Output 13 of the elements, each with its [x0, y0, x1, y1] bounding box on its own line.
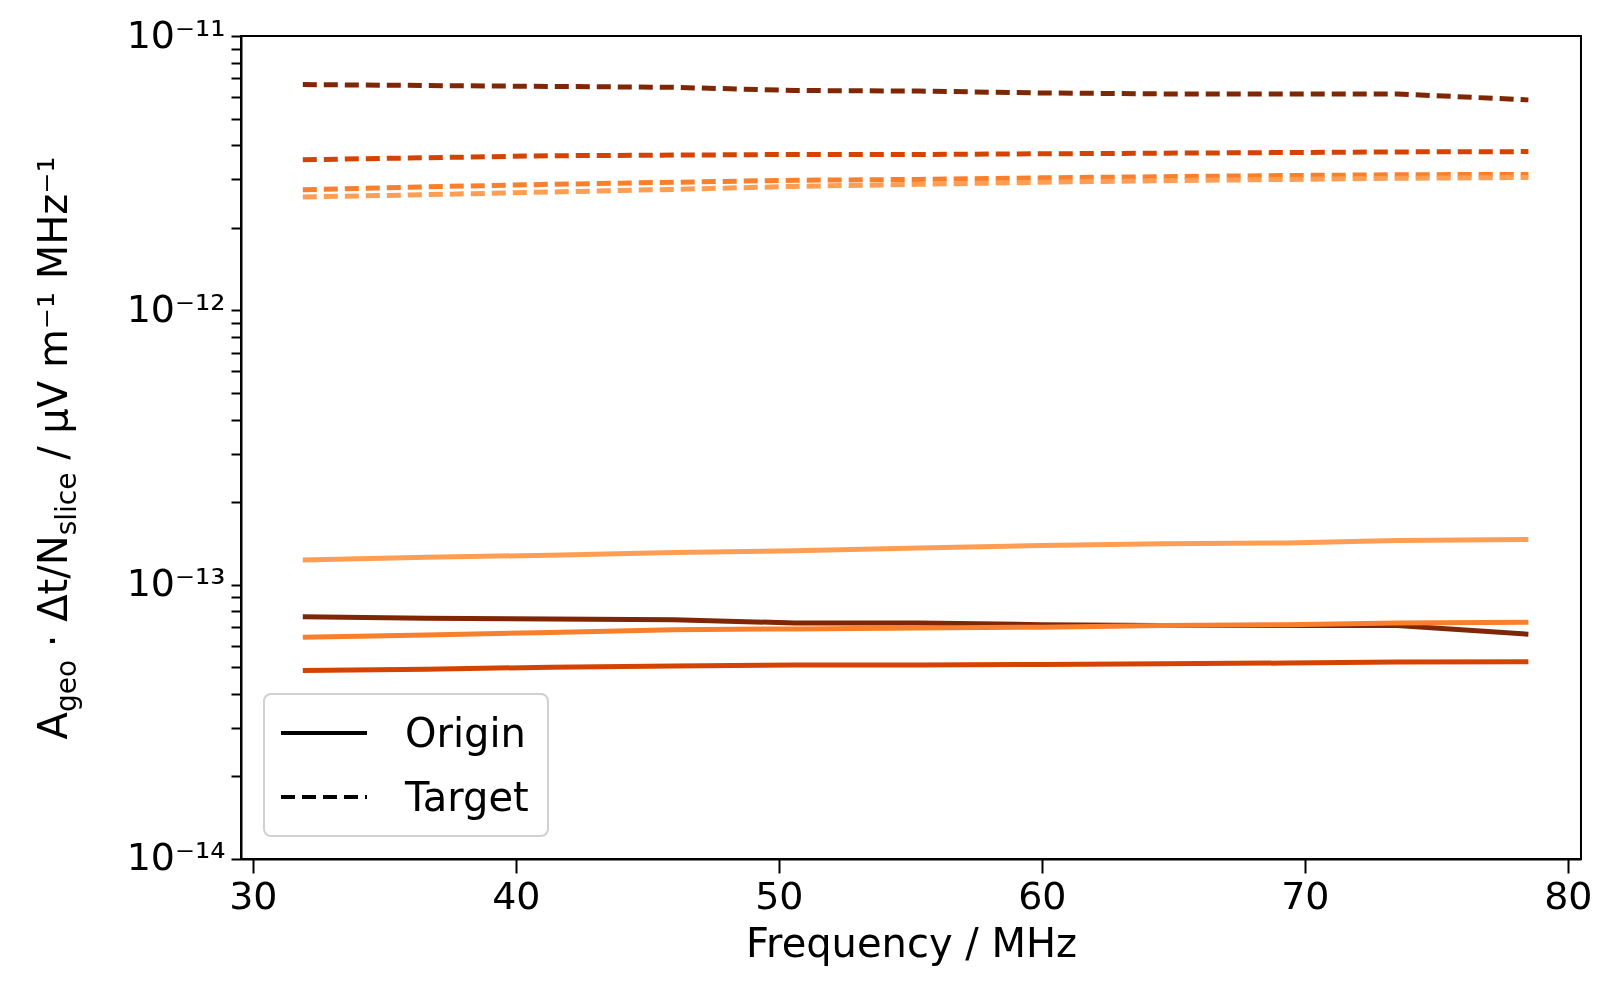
y-tick-label: 10⁻¹²: [126, 286, 226, 331]
y-tick-label: 10⁻¹³: [126, 561, 226, 606]
x-tick-label: 80: [1544, 874, 1593, 919]
x-tick-label: 70: [1281, 874, 1330, 919]
x-axis-title: Frequency / MHz: [745, 920, 1077, 967]
y-tick-label: 10⁻¹⁴: [126, 835, 226, 880]
legend-label: Origin: [405, 710, 526, 756]
x-tick-label: 50: [755, 874, 804, 919]
legend-label: Target: [405, 774, 529, 820]
x-tick-label: 30: [229, 874, 278, 919]
x-tick-label: 60: [1018, 874, 1067, 919]
y-tick-label: 10⁻¹¹: [126, 12, 226, 57]
x-tick-label: 40: [492, 874, 541, 919]
